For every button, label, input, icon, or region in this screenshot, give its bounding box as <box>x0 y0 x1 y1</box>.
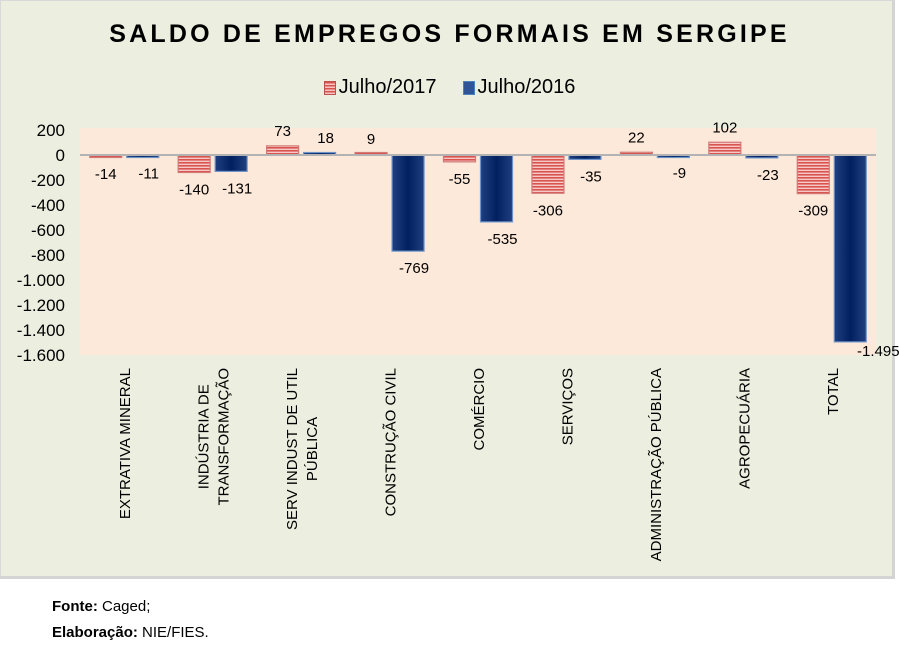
category-label-line: EXTRATIVA MINERAL <box>117 368 134 519</box>
plot-area <box>80 128 876 355</box>
category-label: CONSTRUÇÃO CIVIL <box>383 368 400 516</box>
bar-julho-2016 <box>833 154 867 343</box>
chart-title: SALDO DE EMPREGOS FORMAIS EM SERGIPE <box>109 20 790 48</box>
category-label-line: CONSTRUÇÃO CIVIL <box>383 368 400 516</box>
legend-swatch-2016 <box>462 80 475 95</box>
credit-value: NIE/FIES. <box>142 624 209 641</box>
legend: Julho/2017 Julho/2016 <box>0 76 899 99</box>
bar-julho-2017 <box>266 145 300 156</box>
y-tick-label: 200 <box>37 121 65 140</box>
chart-plot: 200 0 -200 -400 -600 -800 -1.000 -1.200 -1.400 -1… <box>17 119 899 561</box>
data-label-julho-2017: 9 <box>367 131 375 148</box>
data-label-julho-2016: -131 <box>222 180 252 197</box>
data-label-julho-2017: -309 <box>798 203 828 220</box>
data-label-julho-2017: -55 <box>449 171 471 188</box>
bar-julho-2017 <box>442 154 477 163</box>
bar-julho-2016 <box>479 154 514 223</box>
bar-julho-2016 <box>391 154 425 252</box>
category-label: INDÚSTRIA DE TRANSFORMAÇÃO <box>196 368 233 506</box>
data-label-julho-2016: 18 <box>317 130 334 147</box>
source-value: Caged; <box>102 598 151 615</box>
category-label: SERVIÇOS <box>559 368 576 445</box>
data-label-julho-2016: -769 <box>399 260 429 277</box>
data-label-julho-2017: -306 <box>533 202 563 219</box>
category-label: ADMINISTRAÇÃO PÚBLICA <box>648 368 665 561</box>
y-tick-label: -800 <box>31 246 65 265</box>
y-tick-label: -1.000 <box>17 271 65 290</box>
category-label-line: INDÚSTRIA DE <box>196 384 213 489</box>
data-label-julho-2016: -11 <box>138 165 159 182</box>
data-label-julho-2016: -535 <box>487 231 517 248</box>
y-tick-label: -600 <box>31 221 65 240</box>
y-tick-label: -1.600 <box>17 346 65 365</box>
legend-item-2016: Julho/2016 <box>462 76 576 99</box>
legend-label-2017: Julho/2017 <box>338 76 437 98</box>
y-tick-label: -200 <box>31 171 65 190</box>
category-label: EXTRATIVA MINERAL <box>117 368 134 519</box>
data-label-julho-2016: -35 <box>580 168 602 185</box>
data-label-julho-2017: 22 <box>628 129 645 146</box>
source-line: Fonte: Caged; <box>52 594 209 620</box>
data-label-julho-2017: 102 <box>712 119 737 136</box>
category-label: AGROPECUÁRIA <box>736 368 753 489</box>
bar-julho-2017 <box>708 141 742 156</box>
bar-julho-2017 <box>177 154 211 174</box>
category-label: TOTAL <box>825 368 842 415</box>
category-label-line: COMÉRCIO <box>471 368 488 451</box>
legend-swatch-2017 <box>323 80 336 95</box>
legend-label-2016: Julho/2016 <box>477 76 576 98</box>
credit-line: Elaboração: NIE/FIES. <box>52 620 209 646</box>
data-label-julho-2016: -9 <box>673 165 686 182</box>
legend-item-2017: Julho/2017 <box>323 76 437 99</box>
category-label-line: PÚBLICA <box>304 417 321 481</box>
footer: Fonte: Caged; Elaboração: NIE/FIES. <box>52 594 209 646</box>
bar-julho-2017 <box>796 154 830 195</box>
category-label-line: SERV INDUST DE UTIL <box>284 368 301 530</box>
category-label-line: TRANSFORMAÇÃO <box>216 368 233 506</box>
credit-label: Elaboração: <box>52 624 138 641</box>
data-label-julho-2017: -14 <box>95 166 117 183</box>
source-label: Fonte: <box>52 598 98 615</box>
bar-julho-2017 <box>531 154 565 194</box>
category-label: COMÉRCIO <box>471 368 488 451</box>
category-label: SERV INDUST DE UTIL PÚBLICA <box>284 368 321 530</box>
category-label-line: ADMINISTRAÇÃO PÚBLICA <box>648 368 665 561</box>
category-label-line: TOTAL <box>825 368 842 415</box>
data-label-julho-2016: -23 <box>757 167 779 184</box>
data-label-julho-2017: 73 <box>274 123 291 140</box>
category-label-line: AGROPECUÁRIA <box>736 368 753 489</box>
category-label-line: SERVIÇOS <box>559 368 576 445</box>
bar-julho-2016 <box>214 154 248 172</box>
y-tick-label: -400 <box>31 196 65 215</box>
y-tick-label: -1.400 <box>17 321 65 340</box>
data-label-julho-2017: -140 <box>179 182 209 199</box>
y-tick-label: -1.200 <box>17 296 65 315</box>
y-tick-label: 0 <box>56 146 65 165</box>
data-label-julho-2016: -1.495 <box>857 343 899 360</box>
